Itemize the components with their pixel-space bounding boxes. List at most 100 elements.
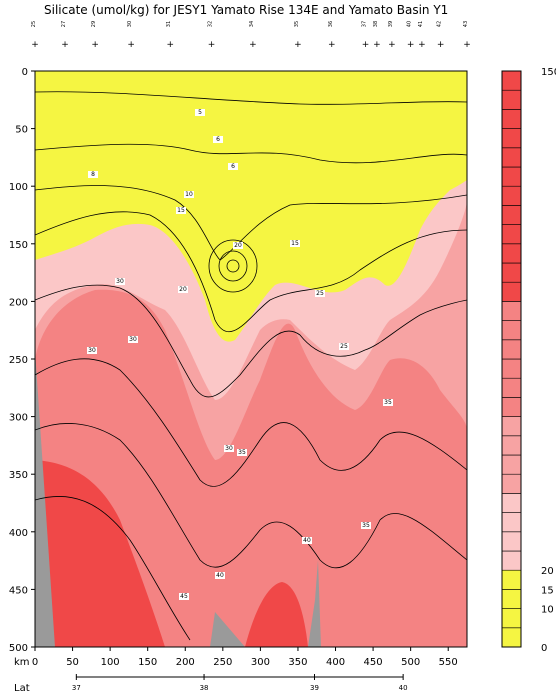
contour-label: 20 — [234, 242, 242, 249]
contour-label: 8 — [91, 171, 95, 178]
y-tick-label: 400 — [9, 528, 28, 539]
y-tick-label: 300 — [9, 413, 28, 424]
colorbar-swatch — [501, 262, 522, 283]
lat-axis: Lat 37 38 39 40 — [14, 674, 408, 694]
station-cross: + — [31, 40, 39, 50]
station-label: 27 — [61, 21, 67, 27]
contour-label: 40 — [303, 537, 311, 544]
seafloor-left — [35, 350, 55, 647]
x-tick-label: 300 — [251, 657, 270, 668]
colorbar-swatch — [501, 205, 522, 225]
contour-label-bg — [88, 171, 98, 178]
contour-label-bg — [339, 343, 349, 350]
contour-label-bg — [315, 290, 325, 297]
colorbar-swatch — [501, 89, 522, 110]
contour-label-bg — [128, 336, 138, 343]
contour-label: 15 — [291, 240, 299, 247]
contour-label-bg — [302, 537, 312, 544]
lat-tick-label: 37 — [72, 684, 81, 692]
colorbar-swatch — [501, 493, 522, 513]
station-cross: + — [127, 40, 135, 50]
station-cross: + — [328, 40, 336, 50]
station-label: 32 — [208, 21, 214, 27]
colorbar-tick-label: 10 — [541, 605, 554, 616]
station-cross: + — [373, 40, 381, 50]
y-tick-label: 50 — [15, 125, 28, 136]
station-cross: + — [418, 40, 426, 50]
contour-label-bg — [361, 522, 371, 529]
colorbar-swatch — [501, 358, 522, 379]
station-label: 31 — [166, 21, 172, 27]
colorbar-swatch — [501, 473, 522, 494]
contour-label: 30 — [116, 278, 124, 285]
colorbar-tick-label: 15 — [541, 585, 554, 596]
colorbar-swatch — [501, 281, 522, 302]
x-tick-label: 550 — [439, 657, 458, 668]
station-cross: + — [166, 40, 174, 50]
colorbar-swatch — [501, 512, 522, 533]
station-label: 42 — [437, 21, 443, 27]
colorbar-swatch — [501, 320, 522, 341]
contour-lines — [35, 91, 467, 641]
station-label: 41 — [418, 21, 424, 27]
colorbar-tick-label: 20 — [541, 566, 554, 577]
x-tick-label: 400 — [326, 657, 345, 668]
lat-label: Lat — [14, 683, 30, 694]
x-tick-label: 450 — [364, 657, 383, 668]
colorbar: 0 10 15 20 150 — [501, 67, 556, 654]
contour-label-bg — [228, 163, 238, 170]
lat-tick-label: 38 — [200, 684, 209, 692]
station-label: 36 — [328, 21, 334, 27]
contour-label: 30 — [225, 445, 233, 452]
contour-label: 25 — [316, 290, 324, 297]
station-label: 30 — [127, 21, 133, 27]
contour-label: 30 — [129, 336, 137, 343]
colorbar-swatch — [501, 454, 522, 475]
contour-label: 30 — [88, 347, 96, 354]
station-label: 39 — [388, 21, 394, 27]
station-cross: + — [437, 40, 445, 50]
contour-label-bg — [383, 399, 393, 406]
colorbar-swatch — [501, 224, 522, 245]
colorbar-swatch — [501, 128, 522, 149]
contour-label: 25 — [340, 343, 348, 350]
x-tick-label: 150 — [138, 657, 157, 668]
x-tick-label: 50 — [66, 657, 79, 668]
contour-label: 35 — [362, 522, 370, 529]
colorbar-swatch — [501, 166, 522, 187]
zone-yellow — [35, 71, 467, 342]
colorbar-swatch — [501, 589, 522, 609]
colorbar-swatch — [501, 301, 522, 321]
station-label: 43 — [463, 21, 469, 27]
y-tick-label: 100 — [9, 182, 28, 193]
x-tick-label: 0 — [32, 657, 38, 668]
contour-label: 5 — [198, 109, 202, 116]
contour-label: 35 — [238, 449, 246, 456]
y-tick-label: 0 — [22, 67, 28, 78]
colorbar-swatch — [501, 550, 522, 571]
colorbar-swatch — [501, 377, 522, 398]
station-cross: + — [388, 40, 396, 50]
colorbar-swatch — [501, 416, 522, 437]
contour-label: 35 — [384, 399, 392, 406]
contour-label-bg — [195, 109, 205, 116]
zone-red-2 — [245, 582, 308, 647]
y-tick-label: 150 — [9, 240, 28, 251]
zone-red — [35, 460, 165, 647]
colorbar-swatch — [501, 569, 522, 590]
y-axis: 0 50 100 150 200 250 300 350 400 450 500 — [9, 67, 35, 654]
x-tick-label: 200 — [176, 657, 195, 668]
x-tick-label: 250 — [213, 657, 232, 668]
x-tick-label: 500 — [401, 657, 420, 668]
x-axis: km 0 50 100 150 200 250 300 350 400 450 500 550 — [14, 647, 458, 668]
contour-label: 15 — [177, 207, 185, 214]
contour-label-bg — [179, 593, 189, 600]
colorbar-tick-label: 150 — [541, 67, 556, 78]
contour-label-bg — [176, 207, 186, 214]
y-tick-label: 250 — [9, 355, 28, 366]
station-cross: + — [407, 40, 415, 50]
y-tick-label: 450 — [9, 585, 28, 596]
contour-label-bg — [184, 191, 194, 198]
x-tick-label: 100 — [101, 657, 120, 668]
